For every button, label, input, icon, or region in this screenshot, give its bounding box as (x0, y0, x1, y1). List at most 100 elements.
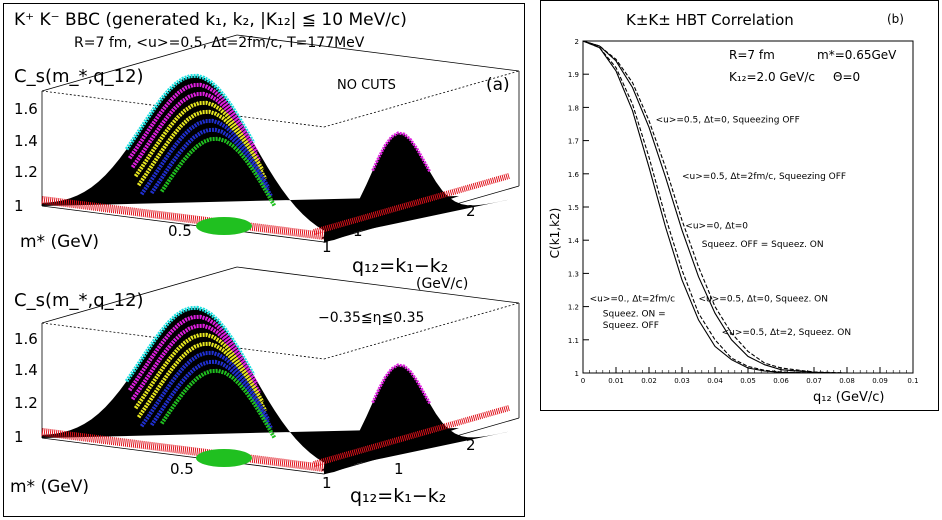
y-tick-label: 1.3 (568, 270, 579, 278)
bottom-surface-plot: C_s(m_*,q_12) −0.35≦η≦0.35 1.6 1.4 1.2 1… (10, 290, 476, 507)
top-second-peak (322, 133, 512, 239)
top-q-tick-2: 2 (466, 202, 476, 220)
x-tick-label: 0.08 (839, 377, 855, 385)
bottom-box-edge (323, 302, 520, 360)
x-tick-label: 0 (581, 377, 585, 385)
bottom-box-edge (41, 322, 325, 360)
top-q-unit: (GeV/c) (416, 276, 468, 292)
y-tick-label: 1 (575, 370, 579, 378)
top-color-band (160, 136, 277, 207)
panel-a-params: R=7 fm, <u>=0.5, Δt=2fm/c, T=177MeV (74, 35, 365, 51)
top-z-tick-1.4: 1.4 (14, 132, 38, 150)
bottom-green-region (196, 449, 252, 467)
bottom-color-band (127, 314, 259, 392)
chart-title: K±K± HBT Correlation (626, 11, 794, 29)
x-tick-label: 0.02 (641, 377, 657, 385)
bottom-color-band (130, 323, 262, 401)
top-z-tick-1: 1 (14, 197, 24, 215)
panel-b-chart: K±K± HBT Correlation (b) C(k1,k2) q₁₂ (G… (548, 11, 919, 405)
top-zlabel: C_s(m_*,q_12) (14, 66, 144, 87)
panel-a-title: K⁺ K⁻ BBC (generated k₁, k₂, |K₁₂| ≦ 10 … (14, 10, 407, 30)
bottom-q-tick-2: 2 (466, 436, 476, 454)
top-box-edge (41, 90, 325, 128)
top-box-edge (236, 34, 520, 72)
x-tick-label: 0.09 (872, 377, 888, 385)
chart-ylabel: C(k1,k2) (548, 208, 562, 259)
chart-param-k: K₁₂=2.0 GeV/c (729, 70, 815, 84)
panel-b-hbt-correlation: K±K± HBT Correlation (b) C(k1,k2) q₁₂ (G… (540, 0, 939, 411)
chart-annotation-8: <u>=0.5, Δt=2, Squeez. ON (722, 328, 852, 338)
y-tick-label: 2 (575, 38, 579, 46)
x-tick-label: 0.05 (740, 377, 756, 385)
top-color-band (139, 118, 271, 196)
top-box-edge (41, 34, 238, 92)
x-tick-label: 0.04 (707, 377, 723, 385)
y-tick-label: 1.4 (568, 237, 580, 245)
top-color-band (124, 73, 256, 151)
panel-a-svg: K⁺ K⁻ BBC (generated k₁, k₂, |K₁₂| ≦ 10 … (10, 10, 520, 507)
y-tick-label: 1.7 (568, 138, 579, 146)
y-tick-label: 1.8 (568, 104, 579, 112)
top-m-tick-0.5: 0.5 (168, 222, 192, 240)
bottom-q-label: q₁₂=k₁−k₂ (350, 485, 446, 507)
bottom-m-tick-1: 1 (322, 474, 332, 492)
series-line-2 (582, 40, 913, 374)
y-tick-label: 1.9 (568, 71, 579, 79)
chart-param-theta: Θ=0 (833, 70, 860, 84)
bottom-box-edge (236, 266, 520, 304)
y-tick-label: 1.1 (568, 337, 579, 345)
chart-annotation-0: <u>=0.5, Δt=0, Squeezing OFF (656, 115, 800, 125)
series-line-3 (582, 40, 913, 374)
top-box-edge (41, 205, 325, 243)
panel-a-3d-correlation: K⁺ K⁻ BBC (generated k₁, k₂, |K₁₂| ≦ 10 … (3, 3, 525, 517)
bottom-q-tick-1: 1 (394, 460, 404, 478)
top-surface-plot: C_s(m_*,q_12) NO CUTS 1.6 1.4 1.2 1 0.5 … (14, 66, 476, 292)
x-tick-label: 0.01 (608, 377, 624, 385)
panel-a-label: (a) (486, 75, 510, 95)
y-tick-label: 1.2 (568, 304, 579, 312)
chart-annotation-5: Squeez. ON = (603, 310, 666, 320)
bottom-surface (41, 266, 520, 475)
top-q-label: q₁₂=k₁−k₂ (352, 255, 448, 277)
bottom-zlabel: C_s(m_*,q_12) (14, 290, 144, 311)
bottom-z-tick-1.4: 1.4 (14, 361, 38, 379)
top-color-band (133, 100, 265, 178)
top-color-band (127, 82, 259, 160)
bottom-z-tick-1.6: 1.6 (14, 330, 38, 348)
bottom-color-band (160, 368, 277, 439)
top-z-tick-1.6: 1.6 (14, 100, 38, 118)
top-m-tick-1: 1 (322, 238, 332, 256)
chart-annotation-6: Squeez. OFF (603, 321, 659, 331)
chart-annotation-7: <u>=0.5, Δt=0, Squeez. ON (699, 295, 829, 305)
chart-annotation-1: <u>=0.5, Δt=2fm/c, Squeezing OFF (682, 172, 846, 182)
chart-param-r: R=7 fm (729, 48, 775, 62)
bottom-color-band (136, 341, 268, 419)
x-tick-label: 0.1 (907, 377, 918, 385)
bottom-box-edge (41, 437, 325, 475)
bottom-color-band (124, 305, 256, 383)
bottom-z-tick-1.2: 1.2 (14, 394, 38, 412)
bottom-color-band (139, 350, 271, 428)
top-color-band (136, 109, 268, 187)
top-peak-band (371, 131, 431, 173)
chart-annotation-4: <u>=0., Δt=2fm/c (590, 295, 676, 305)
top-box-edge (323, 70, 520, 128)
chart-label: (b) (887, 12, 904, 26)
x-tick-label: 0.03 (674, 377, 690, 385)
chart-param-m: m*=0.65GeV (817, 48, 897, 62)
top-green-region (196, 217, 252, 235)
y-tick-label: 1.5 (568, 204, 579, 212)
bottom-m-tick-0.5: 0.5 (170, 460, 194, 478)
top-surface (41, 34, 520, 243)
chart-annotation-2: <u>=0, Δt=0 (685, 222, 748, 232)
bottom-peak-band (371, 363, 431, 405)
top-annotation: NO CUTS (337, 78, 396, 93)
bottom-m-label: m* (GeV) (10, 477, 89, 497)
chart-xlabel: q₁₂ (GeV/c) (813, 390, 884, 405)
bottom-z-tick-1: 1 (14, 428, 24, 446)
top-color-band (130, 91, 262, 169)
top-z-tick-1.2: 1.2 (14, 163, 38, 181)
chart-annotation-3: Squeez. OFF = Squeez. ON (702, 240, 824, 250)
x-tick-label: 0.06 (773, 377, 789, 385)
bottom-color-band (133, 332, 265, 410)
